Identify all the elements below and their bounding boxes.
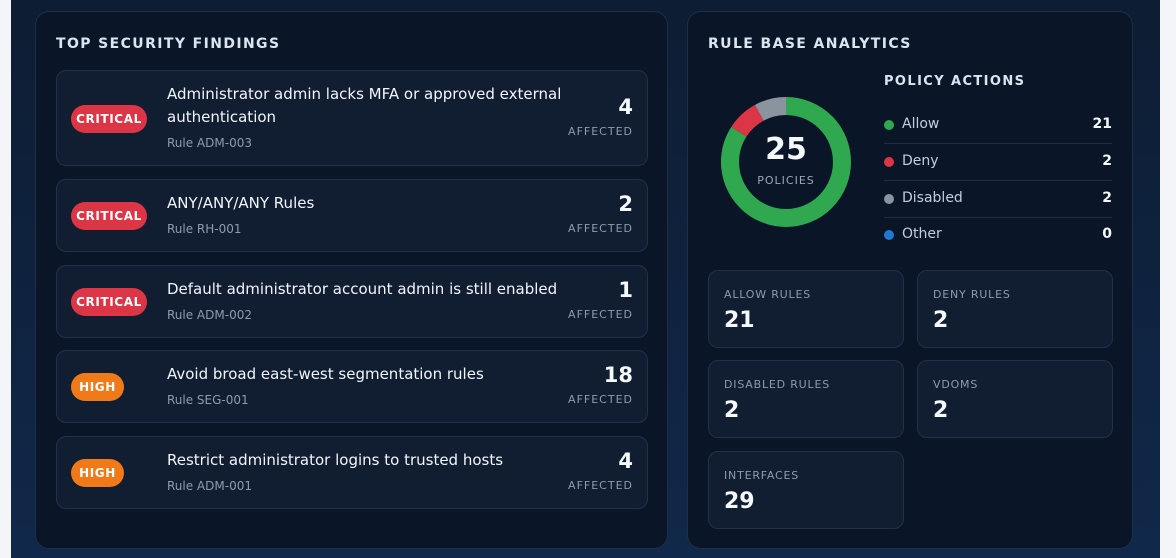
finding-rule: Rule ADM-003 [167, 136, 252, 150]
stat-label: DISABLED RULES [724, 378, 830, 391]
finding-title: Default administrator account admin is s… [167, 280, 558, 298]
policy-action-deny: Deny 2 [884, 145, 1112, 181]
stat-label: INTERFACES [724, 469, 800, 482]
finding-title: ANY/ANY/ANY Rules [167, 194, 315, 212]
legend-dot [884, 230, 894, 240]
stat-interfaces: INTERFACES 29 [708, 451, 904, 529]
affected-label: AFFECTED [568, 393, 633, 406]
stat-value: 2 [933, 308, 949, 333]
security-findings-panel: TOP SECURITY FINDINGS CRITICAL Administr… [35, 11, 668, 549]
policies-total: 25 [765, 132, 807, 167]
stat-vdoms: VDOMS 2 [917, 360, 1113, 438]
finding-card[interactable]: CRITICAL Default administrator account a… [56, 265, 648, 338]
stat-value: 21 [724, 308, 755, 333]
finding-title: Avoid broad east-west segmentation rules [167, 365, 484, 383]
affected-count: 2 [618, 192, 633, 216]
finding-rule: Rule ADM-002 [167, 308, 252, 322]
rule-base-analytics-panel: RULE BASE ANALYTICS 25 POLICIES POLICY A… [687, 11, 1133, 549]
stat-value: 2 [933, 398, 949, 423]
severity-badge: CRITICAL [71, 105, 147, 133]
severity-badge: CRITICAL [71, 288, 147, 316]
severity-badge: HIGH [71, 459, 124, 487]
stat-deny-rules: DENY RULES 2 [917, 270, 1113, 348]
legend-dot [884, 120, 894, 130]
affected-label: AFFECTED [568, 222, 633, 235]
policy-action-label: Allow [902, 116, 940, 132]
finding-rule: Rule SEG-001 [167, 393, 249, 407]
policy-action-label: Disabled [902, 190, 963, 206]
finding-card[interactable]: HIGH Avoid broad east-west segmentation … [56, 350, 648, 423]
stat-label: ALLOW RULES [724, 288, 811, 301]
page-margin-left [0, 0, 11, 558]
panel-title: TOP SECURITY FINDINGS [56, 36, 281, 52]
stat-allow-rules: ALLOW RULES 21 [708, 270, 904, 348]
policy-action-label: Other [902, 226, 942, 242]
policies-label: POLICIES [757, 174, 815, 187]
policy-action-value: 2 [1102, 190, 1112, 206]
policy-actions-title: POLICY ACTIONS [884, 74, 1026, 89]
finding-card[interactable]: CRITICAL Administrator admin lacks MFA o… [56, 70, 648, 166]
affected-count: 4 [618, 95, 633, 119]
finding-card[interactable]: CRITICAL ANY/ANY/ANY Rules Rule RH-001 2… [56, 179, 648, 252]
policies-donut-chart [721, 97, 851, 227]
finding-title: Administrator admin lacks MFA or approve… [167, 85, 562, 126]
severity-badge: CRITICAL [71, 202, 147, 230]
dashboard: TOP SECURITY FINDINGS CRITICAL Administr… [11, 0, 1160, 558]
legend-dot [884, 157, 894, 167]
policy-action-value: 2 [1102, 153, 1112, 169]
policy-action-other: Other 0 [884, 218, 1112, 254]
finding-title: Restrict administrator logins to trusted… [167, 451, 504, 469]
affected-label: AFFECTED [568, 125, 633, 138]
page-margin-right [1160, 0, 1176, 558]
panel-title: RULE BASE ANALYTICS [708, 36, 912, 52]
affected-count: 1 [618, 278, 633, 302]
affected-label: AFFECTED [568, 308, 633, 321]
policy-action-disabled: Disabled 2 [884, 182, 1112, 218]
finding-rule: Rule RH-001 [167, 222, 242, 236]
donut-slice-disabled [721, 97, 851, 227]
severity-badge: HIGH [71, 373, 124, 401]
stat-value: 2 [724, 398, 740, 423]
policy-action-allow: Allow 21 [884, 108, 1112, 144]
policy-action-value: 0 [1102, 226, 1112, 242]
stat-label: VDOMS [933, 378, 979, 391]
stat-disabled-rules: DISABLED RULES 2 [708, 360, 904, 438]
legend-dot [884, 194, 894, 204]
finding-card[interactable]: HIGH Restrict administrator logins to tr… [56, 436, 648, 509]
policy-action-value: 21 [1092, 116, 1112, 132]
affected-count: 18 [603, 363, 633, 387]
policy-action-label: Deny [902, 153, 939, 169]
finding-rule: Rule ADM-001 [167, 479, 252, 493]
affected-label: AFFECTED [568, 479, 633, 492]
stat-label: DENY RULES [933, 288, 1011, 301]
stat-value: 29 [724, 489, 755, 514]
affected-count: 4 [618, 449, 633, 473]
